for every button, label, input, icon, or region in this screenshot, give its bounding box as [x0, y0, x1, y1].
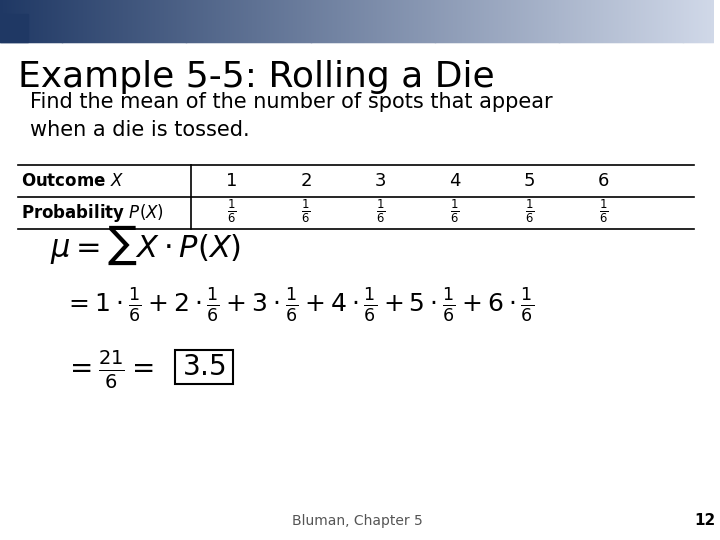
Text: $\frac{1}{6}$: $\frac{1}{6}$ — [227, 197, 236, 225]
Text: 12: 12 — [694, 513, 716, 528]
Text: $\bf{Probability}$ $\it{P(X)}$: $\bf{Probability}$ $\it{P(X)}$ — [21, 202, 164, 224]
Text: 5: 5 — [523, 172, 535, 190]
Text: $\bf{Outcome}$ $\it{X}$: $\bf{Outcome}$ $\it{X}$ — [21, 172, 124, 190]
Text: $\frac{1}{6}$: $\frac{1}{6}$ — [450, 197, 459, 225]
Text: $3.5$: $3.5$ — [182, 353, 226, 381]
Text: $\frac{1}{6}$: $\frac{1}{6}$ — [302, 197, 311, 225]
Text: $\frac{1}{6}$: $\frac{1}{6}$ — [376, 197, 385, 225]
Text: Find the mean of the number of spots that appear
when a die is tossed.: Find the mean of the number of spots tha… — [30, 92, 552, 140]
Text: 3: 3 — [374, 172, 386, 190]
Text: $\mu = \sum X \cdot P(X)$: $\mu = \sum X \cdot P(X)$ — [50, 224, 240, 267]
Text: 6: 6 — [598, 172, 609, 190]
Text: 1: 1 — [226, 172, 238, 190]
Text: $= 1 \cdot \frac{1}{6} + 2 \cdot \frac{1}{6} + 3 \cdot \frac{1}{6} + 4 \cdot \fr: $= 1 \cdot \frac{1}{6} + 2 \cdot \frac{1… — [65, 286, 535, 324]
Text: 2: 2 — [300, 172, 312, 190]
FancyBboxPatch shape — [174, 350, 233, 384]
Text: Example 5-5: Rolling a Die: Example 5-5: Rolling a Die — [18, 60, 495, 94]
Text: $\frac{1}{6}$: $\frac{1}{6}$ — [599, 197, 608, 225]
Bar — [0, 14, 28, 42]
Text: 4: 4 — [449, 172, 461, 190]
Text: $= \frac{21}{6} =$: $= \frac{21}{6} =$ — [65, 349, 155, 391]
Text: Bluman, Chapter 5: Bluman, Chapter 5 — [292, 514, 423, 528]
Text: $\frac{1}{6}$: $\frac{1}{6}$ — [525, 197, 534, 225]
